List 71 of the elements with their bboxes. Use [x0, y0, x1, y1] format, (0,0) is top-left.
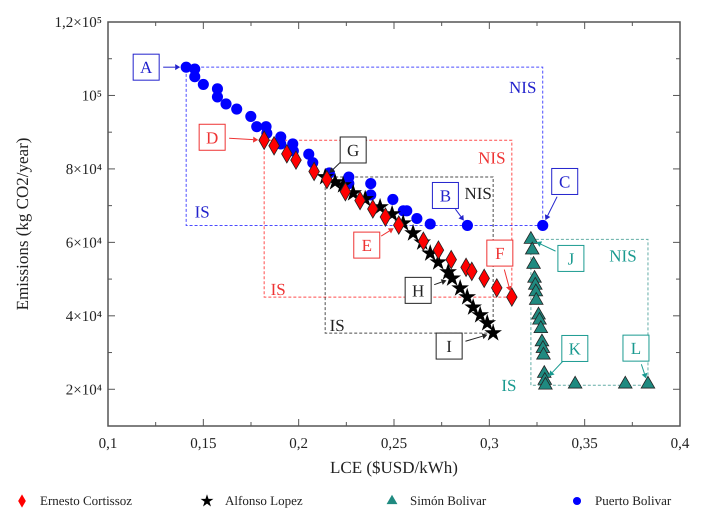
- point: [189, 71, 200, 82]
- annotation: K: [568, 339, 582, 358]
- annotation: NIS: [509, 78, 536, 98]
- point: [451, 278, 469, 296]
- point: [534, 320, 548, 333]
- point: [458, 288, 476, 305]
- point: [387, 194, 398, 205]
- annotation: A: [140, 58, 154, 78]
- y-tick-label: 6×10⁴: [66, 235, 102, 252]
- x-axis-title: LCE ($USD/kWh): [330, 458, 458, 477]
- point: [538, 376, 553, 390]
- point: [478, 314, 496, 331]
- point: [198, 78, 209, 90]
- x-tick-label: 0,1: [98, 436, 118, 452]
- point: [404, 224, 422, 241]
- y-tick-label: 1,2×10⁵: [54, 15, 102, 31]
- annotation: E: [362, 236, 372, 256]
- annotation: F: [495, 244, 505, 264]
- annotation: I: [446, 337, 452, 356]
- y-tick-label: 10⁵: [82, 88, 102, 104]
- y-tick-label: 2×10⁴: [66, 382, 102, 398]
- annotation: L: [630, 339, 642, 358]
- point: [303, 148, 314, 160]
- annotation: IS: [194, 202, 210, 222]
- annotation: IS: [501, 376, 516, 396]
- y-tick-label: 8×10⁴: [66, 162, 102, 178]
- annotation: IS: [270, 280, 286, 300]
- point: [640, 376, 656, 388]
- annotation: G: [347, 140, 360, 160]
- annotation: NIS: [464, 184, 492, 203]
- point: [529, 292, 544, 305]
- annotation: H: [412, 281, 424, 300]
- point: [424, 218, 436, 230]
- point: [464, 298, 482, 315]
- point: [525, 242, 540, 254]
- point: [411, 212, 422, 224]
- annotation: NIS: [478, 148, 506, 168]
- annotation: IS: [330, 316, 345, 336]
- point: [365, 178, 376, 190]
- legend-label: Simón Bolivar: [410, 493, 487, 508]
- x-tick-label: 0,35: [572, 436, 598, 452]
- annotation: C: [559, 172, 570, 192]
- point: [231, 104, 242, 115]
- point: [443, 269, 461, 286]
- point: [471, 306, 490, 323]
- annotation: B: [440, 186, 452, 206]
- x-tick-label: 0,15: [190, 436, 216, 452]
- y-axis-title: Emissions (kg CO2/year): [13, 138, 32, 310]
- annotation: J: [568, 249, 575, 268]
- point: [462, 220, 473, 232]
- x-tick-label: 0,2: [289, 436, 308, 452]
- point: [251, 121, 262, 132]
- point: [536, 346, 551, 360]
- point: [245, 110, 256, 122]
- x-tick-label: 0,3: [480, 436, 499, 452]
- point: [212, 91, 223, 102]
- legend-label: Alfonso Lopez: [225, 493, 303, 508]
- annotation: NIS: [609, 246, 637, 266]
- point: [526, 256, 541, 269]
- point: [220, 98, 232, 110]
- point: [537, 220, 548, 232]
- point: [618, 376, 632, 388]
- x-tick-label: 0,4: [670, 436, 690, 452]
- point: [568, 376, 582, 388]
- legend-label: Ernesto Cortissoz: [40, 493, 132, 508]
- point: [524, 231, 538, 244]
- annotation: D: [206, 128, 218, 148]
- point: [484, 324, 502, 341]
- legend-label: Puerto Bolivar: [595, 493, 672, 508]
- x-tick-label: 0,25: [380, 436, 408, 452]
- y-tick-label: 4×10⁴: [66, 308, 102, 325]
